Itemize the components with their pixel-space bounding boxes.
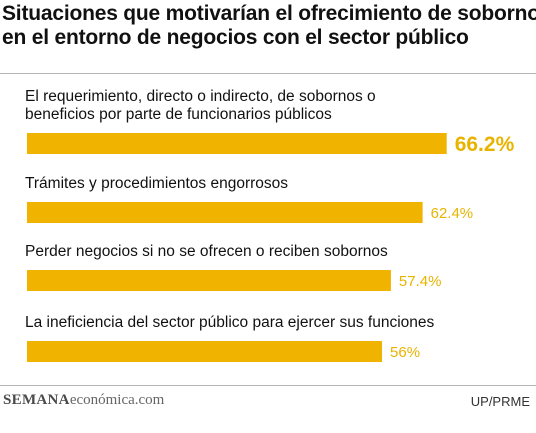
category-label: beneficios por parte de funcionarios púb… <box>25 106 332 123</box>
value-label: 57.4% <box>399 273 442 290</box>
brand-logo: SEMANAeconómica.com <box>3 392 164 409</box>
category-label: Perder negocios si no se ofrecen o recib… <box>25 243 388 260</box>
brand-name-rest: económica.com <box>69 392 165 408</box>
title-divider <box>0 73 536 74</box>
category-label: La ineficiencia del sector público para … <box>25 314 435 331</box>
category-label: Trámites y procedimientos engorrosos <box>25 175 288 192</box>
chart-title-line-2: en el entorno de negocios con el sector … <box>2 26 469 49</box>
bar <box>27 341 383 362</box>
value-label: 56% <box>390 344 420 361</box>
bar <box>27 270 391 291</box>
source-credit: UP/PRME <box>470 394 530 409</box>
value-label: 66.2% <box>455 133 515 156</box>
chart-title-line-1: Situaciones que motivarían el ofrecimien… <box>2 2 536 25</box>
bar <box>27 202 423 223</box>
category-label: El requerimiento, directo o indirecto, d… <box>25 88 376 105</box>
value-label: 62.4% <box>431 205 474 222</box>
chart-title: Situaciones que motivarían el ofrecimien… <box>2 2 536 50</box>
brand-name-bold: SEMANA <box>3 392 70 408</box>
footer-divider <box>0 385 536 386</box>
bar <box>27 133 447 154</box>
